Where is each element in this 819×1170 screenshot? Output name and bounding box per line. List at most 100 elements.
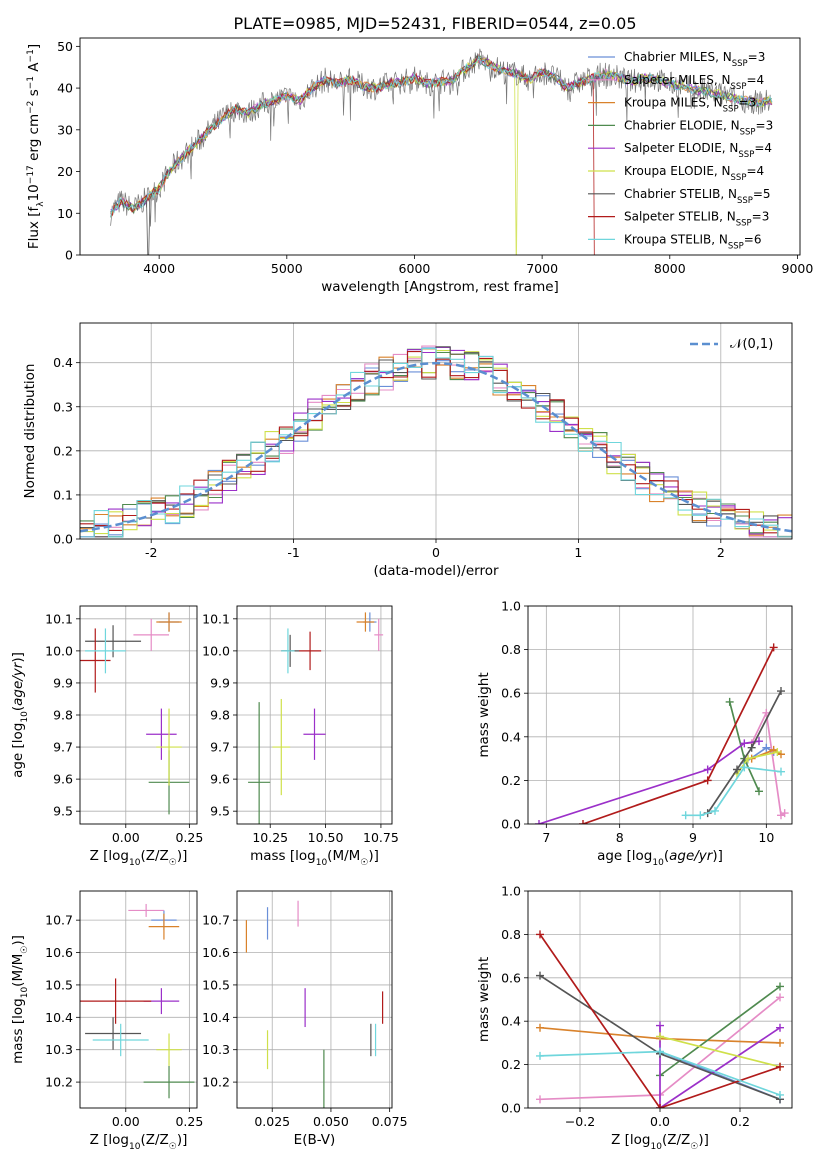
weight-point-marker <box>780 809 789 818</box>
x-tick-label: 4000 <box>143 261 175 276</box>
y-tick-label: 10.4 <box>45 1010 73 1025</box>
spectrum-title: PLATE=0985, MJD=52431, FIBERID=0544, z=0… <box>233 14 636 33</box>
x-axis-label: Z [log10(Z/Z☉)] <box>90 1132 188 1152</box>
y-tick-label: 9.8 <box>210 708 230 723</box>
weight-point-marker <box>773 748 782 757</box>
y-tick-label: 0.4 <box>501 729 521 744</box>
x-tick-label: 8000 <box>654 261 686 276</box>
x-tick-label: 0.25 <box>175 1114 203 1129</box>
y-tick-label: 10.3 <box>45 1042 73 1057</box>
weight-point-marker <box>762 743 771 752</box>
panel-ebv-mass: 0.025 0.050 0.075 10.2 10.3 10.4 10.5 10.6 10.7 E… <box>202 890 408 1148</box>
x-tick-label: 0.050 <box>313 1114 349 1129</box>
weight-point-marker <box>776 1023 784 1032</box>
legend-entry: Kroupa MILES, NSSP=3 <box>624 96 756 115</box>
x-tick-label: -1 <box>287 545 299 560</box>
x-tick-label: 7000 <box>526 261 558 276</box>
weight-point-marker <box>776 1090 784 1099</box>
y-tick-label: 10 <box>57 206 73 221</box>
y-axis-label: Normed distribution <box>22 364 38 499</box>
y-tick-label: 10.3 <box>202 1042 230 1057</box>
weight-point-marker <box>740 763 749 772</box>
y-tick-label: 10.6 <box>202 945 230 960</box>
y-tick-label: 10.6 <box>45 945 73 960</box>
x-tick-label: 0.075 <box>372 1114 408 1129</box>
y-tick-label: 9.6 <box>210 772 230 787</box>
y-tick-label: 1.0 <box>501 599 521 614</box>
weight-point-marker <box>656 1032 664 1041</box>
x-axis-label: Z [log10(Z/Z☉)] <box>90 848 188 868</box>
x-tick-label: 9000 <box>782 261 814 276</box>
y-tick-label: 10.0 <box>45 643 73 658</box>
weight-point-marker <box>656 1047 664 1056</box>
y-tick-label: 20 <box>57 164 73 179</box>
legend-entry: Chabrier STELIB, NSSP=5 <box>624 187 771 206</box>
weight-point-marker <box>777 687 785 696</box>
weight-point-marker <box>740 739 749 748</box>
axes-frame <box>79 890 198 1109</box>
y-tick-label: 9.5 <box>210 804 230 819</box>
y-tick-label: 9.7 <box>53 740 73 755</box>
weight-point-marker <box>769 643 778 652</box>
plot-area <box>80 612 190 815</box>
weight-point-marker <box>579 820 587 824</box>
x-tick-label: 1 <box>574 545 582 560</box>
weight-point-marker <box>777 767 785 776</box>
model-spectrum-line <box>110 55 773 217</box>
y-tick-label: 30 <box>57 122 73 137</box>
weight-point-marker <box>711 806 719 815</box>
weight-point-marker <box>681 811 690 820</box>
x-tick-label: 0.00 <box>112 1114 140 1129</box>
weight-series-line <box>750 709 786 817</box>
y-axis-label: Flux [fλ10−17 erg cm−2 s−1 A−1] <box>26 44 46 249</box>
weight-point-marker <box>536 1051 544 1060</box>
weight-point-marker <box>776 982 784 991</box>
panel-Z-weight: −0.2 0.0 0.2 0.0 0.2 0.4 0.6 0.8 1.0 Z [log10(Z/Z… <box>476 884 793 1152</box>
residual-histogram <box>80 351 792 538</box>
y-tick-label: 0.2 <box>53 443 73 458</box>
x-tick-label: 5000 <box>271 261 303 276</box>
y-tick-label: 0.1 <box>53 487 73 502</box>
weight-point-marker <box>536 1023 544 1032</box>
panel-residuals: -2 -1 0 1 2 0.0 0.1 0.2 0.3 0.4 (data-model)/error… <box>22 322 793 579</box>
plot-area <box>245 900 384 1108</box>
y-tick-label: 0.2 <box>501 1057 521 1072</box>
panel-Z-mass: 0.00 0.25 10.2 10.3 10.4 10.5 10.6 10.7 Z [log10… <box>10 890 203 1152</box>
weight-point-marker <box>747 743 756 752</box>
legend-entry: Salpeter STELIB, NSSP=3 <box>624 210 769 229</box>
weight-point-marker <box>703 765 712 774</box>
x-axis-label: age [log10(age/yr)] <box>597 848 723 868</box>
weight-point-marker <box>656 1021 664 1030</box>
y-tick-label: 10.2 <box>45 1075 73 1090</box>
plot-area <box>110 48 773 255</box>
x-axis-label: Z [log10(Z/Z☉)] <box>611 1132 709 1152</box>
weight-point-marker <box>755 737 763 746</box>
x-axis-label: mass [log10(M/M☉)] <box>250 848 379 868</box>
axes-frame <box>236 890 393 1109</box>
legend-entry: Chabrier MILES, NSSP=3 <box>624 50 765 69</box>
legend-entry: 𝒩(0,1) <box>730 337 773 352</box>
legend-entry: Kroupa ELODIE, NSSP=4 <box>624 164 764 183</box>
x-tick-label: 10 <box>758 830 774 845</box>
x-tick-label: 10.50 <box>308 830 344 845</box>
x-tick-label: 2 <box>717 545 725 560</box>
y-tick-label: 0.3 <box>53 399 73 414</box>
panel-spectrum: 4000 5000 6000 7000 8000 9000 0 10 20 30 40 50 wavel… <box>26 37 814 295</box>
weight-point-marker <box>725 697 734 706</box>
normal-reference-curve <box>80 361 792 533</box>
weight-point-marker <box>776 1038 784 1047</box>
panel-mass-age: 10.25 10.50 10.75 9.5 9.6 9.7 9.8 9.9 10.0 10.1 ma… <box>202 605 399 868</box>
y-axis-label: mass weight <box>476 957 492 1042</box>
y-tick-label: 1.0 <box>501 884 521 899</box>
x-tick-label: −0.2 <box>565 1114 595 1129</box>
y-tick-label: 9.9 <box>53 675 73 690</box>
weight-point-marker <box>536 971 544 980</box>
weight-point-marker <box>776 1062 784 1071</box>
y-tick-label: 0.4 <box>53 355 73 370</box>
axes-frame <box>527 605 793 825</box>
x-tick-label: 0.25 <box>175 830 203 845</box>
y-tick-label: 0.2 <box>501 773 521 788</box>
weight-point-marker <box>703 776 712 785</box>
y-tick-label: 9.6 <box>53 772 73 787</box>
